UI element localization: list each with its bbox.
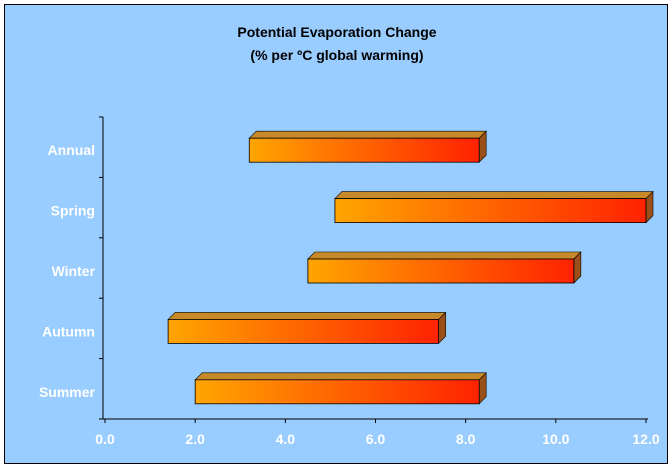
x-tick-label: 4.0	[276, 431, 296, 447]
bar-front	[307, 258, 575, 284]
bar-front	[167, 318, 440, 344]
bar-top-face	[334, 191, 654, 199]
x-tick-label: 8.0	[456, 431, 476, 447]
x-tick-label: 2.0	[185, 431, 205, 447]
bar-top-face	[307, 251, 582, 260]
chart-svg: Potential Evaporation Change (% per ºC g…	[39, 24, 660, 447]
x-tick-label: 6.0	[366, 431, 386, 447]
x-tick-label: 12.0	[632, 431, 659, 447]
plot-area: 0.0 2.0 4.0 6.0 8.0 10.0 12.0 Annual Spring Winte…	[39, 116, 660, 447]
category-label: Annual	[48, 142, 95, 158]
x-tick-label: 0.0	[95, 431, 115, 447]
x-tick-label: 10.0	[542, 431, 569, 447]
bar-top-face	[248, 130, 487, 139]
bar-top-face	[194, 372, 487, 381]
chart-title: Potential Evaporation Change	[237, 24, 436, 40]
category-label: Summer	[39, 384, 96, 400]
bar-top-face	[167, 312, 447, 320]
chart-subtitle: (% per ºC global warming)	[250, 47, 423, 63]
chart-area: Potential Evaporation Change (% per ºC g…	[4, 4, 668, 464]
category-label: Winter	[52, 263, 96, 279]
category-label: Spring	[51, 203, 95, 219]
category-label: Autumn	[42, 323, 95, 339]
bar-front	[334, 198, 647, 224]
bar-front	[248, 137, 480, 163]
bar-front	[194, 379, 480, 405]
